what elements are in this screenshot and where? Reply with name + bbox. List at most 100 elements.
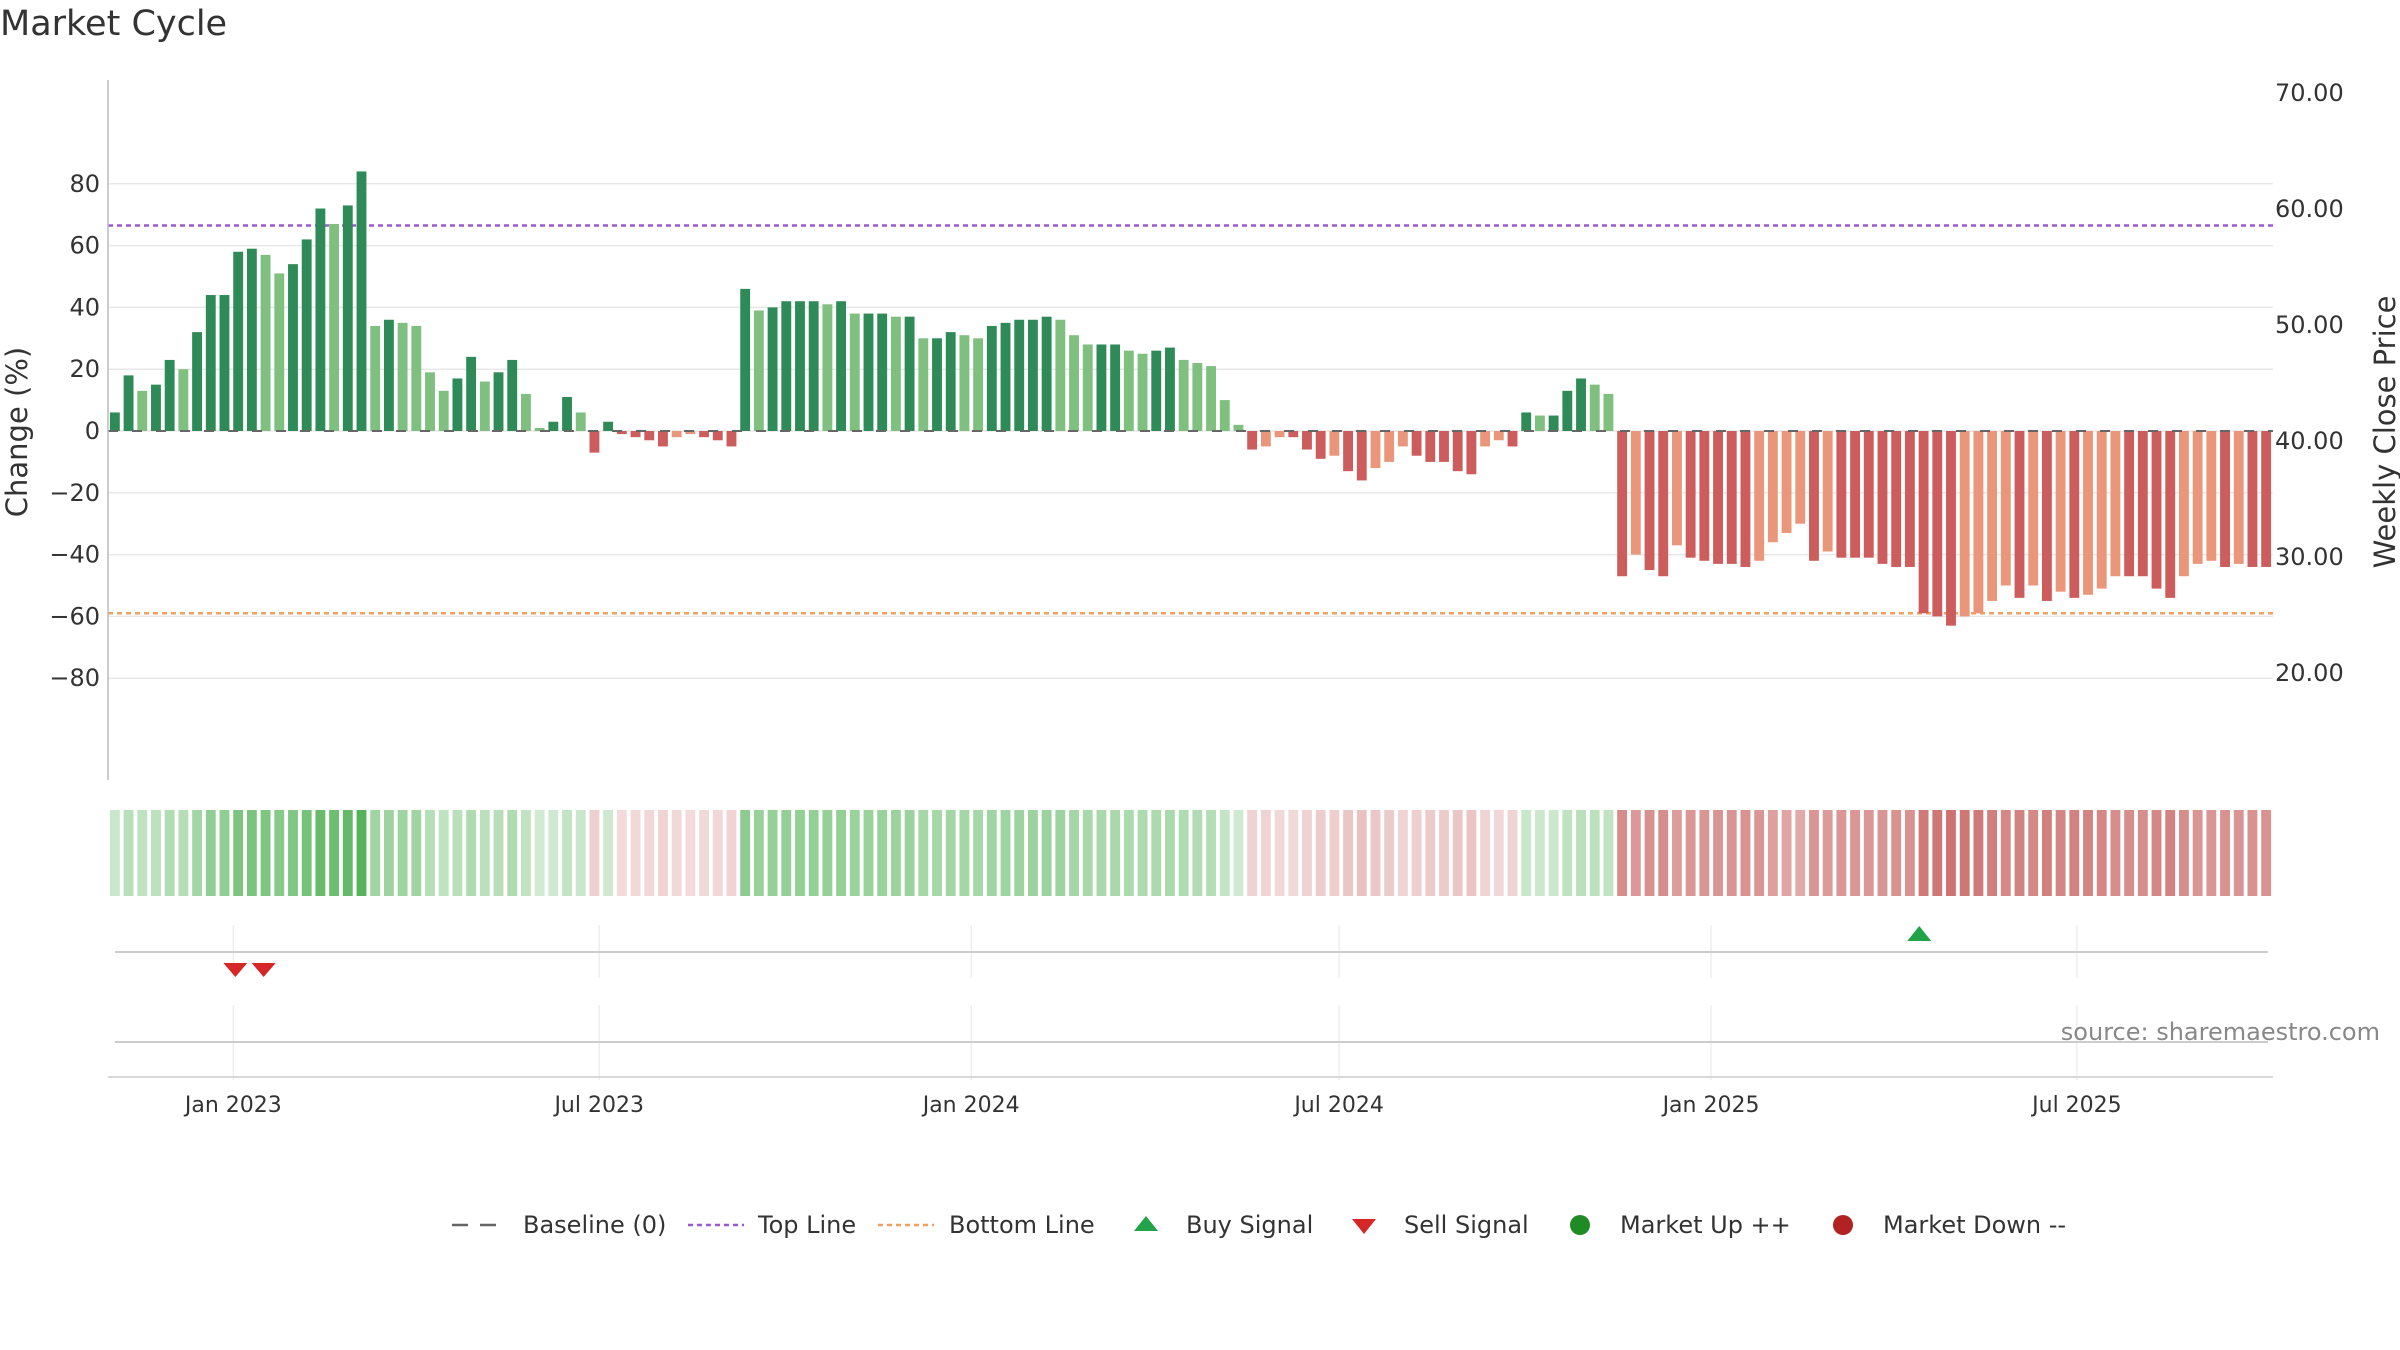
change-bar [1534,415,1545,431]
change-bar [425,372,435,431]
market-state-cell [1329,810,1340,896]
x-tick-label: Jul 2024 [1292,1093,1384,1118]
change-bar [329,223,340,431]
market-state-cell [1987,810,1998,896]
market-state-cell [712,810,723,896]
market-state-cell [1617,810,1628,896]
market-state-cell [1000,810,1011,896]
market-state-cell [2041,810,2052,896]
market-state-cell [1918,810,1929,896]
change-bar [1343,431,1354,472]
market-state-cell [849,810,860,896]
legend-bottom-line-label: Bottom Line [949,1211,1095,1239]
market-state-cell [315,810,326,896]
change-bar [2083,431,2093,595]
market-state-cell [2261,810,2272,896]
y-tick-label: 0 [85,417,100,445]
market-state-cell [1178,810,1189,896]
market-state-cell [1904,810,1915,896]
change-bar [1123,350,1134,431]
change-bar [1288,431,1299,438]
market-state-cell [644,810,655,896]
change-bar [466,356,477,431]
market-state-cell [1069,810,1079,896]
change-bar [1329,431,1340,456]
change-bar [1082,344,1093,431]
market-state-cell [1480,810,1491,896]
change-bar [534,427,545,431]
market-state-cell [1644,810,1655,896]
change-bar [822,304,833,431]
change-bar [2124,431,2135,577]
market-state-cell [1425,810,1436,896]
change-bar [932,338,942,431]
market-state-cell [2220,810,2230,896]
legend: Baseline (0) Top Line Bottom Line Buy Signa… [452,1211,2066,1239]
y2-tick-label: 40.00 [2275,427,2344,455]
market-state-cell [1260,810,1271,896]
change-bar [1918,431,1929,614]
market-state-cell [658,810,668,896]
change-bar [1617,431,1628,577]
change-bar [1767,431,1778,543]
change-bar [1781,431,1792,533]
market-state-cell [397,810,408,896]
market-state-cell [2096,810,2107,896]
chart-title: Market Cycle [0,4,228,44]
market-state-cell [507,810,518,896]
market-state-cell [1123,810,1134,896]
change-bar [520,393,531,431]
x-tick-label: Jan 2024 [921,1093,1020,1118]
change-bar [2247,431,2258,567]
legend-market-down-label: Market Down -- [1883,1211,2066,1239]
market-state-cell [1630,810,1641,896]
market-state-cell [863,810,874,896]
x-tick-label: Jan 2025 [1661,1093,1760,1118]
market-state-cell [1973,810,1984,896]
change-bar [685,431,696,435]
market-state-cell [589,810,600,896]
change-bar [1576,378,1586,431]
market-state-cell [1411,810,1422,896]
change-bar [1850,431,1861,558]
market-state-cell [2069,810,2080,896]
market-state-cell [1740,810,1751,896]
change-bar [1041,316,1052,431]
market-state-cell [2192,810,2203,896]
change-bar [411,325,422,431]
market-state-cell [356,810,367,896]
change-bar [1644,431,1655,571]
change-bar [1493,431,1504,441]
market-state-cell [671,810,682,896]
change-bar [274,273,285,431]
change-bar [2261,431,2272,567]
change-bar [233,251,244,431]
market-state-cell [918,810,929,896]
change-bar [1110,344,1121,431]
reference-lines [108,224,2273,615]
market-state-cell [1014,810,1025,896]
market-state-cell [342,810,353,896]
change-bar [1740,431,1751,567]
change-bar [2206,431,2217,561]
market-state-cell [836,810,847,896]
market-state-cell [466,810,477,896]
market-state-cell [945,810,956,896]
change-bar [301,239,312,431]
change-bar [507,359,518,431]
market-state-cell [260,810,271,896]
market-state-cell [1439,810,1449,896]
legend-sell-label: Sell Signal [1404,1211,1529,1239]
market-state-cell [151,810,161,896]
market-state-cell [1767,810,1778,896]
change-bar [562,397,572,431]
change-bar [1370,431,1381,469]
y2-tick-label: 30.00 [2275,543,2344,571]
market-state-cell [123,810,134,896]
market-state-cell [1247,810,1258,896]
market-state-cell [164,810,175,896]
change-bar [438,390,449,431]
market-state-cell [1397,810,1408,896]
y-axis-title: Change (%) [0,347,34,517]
